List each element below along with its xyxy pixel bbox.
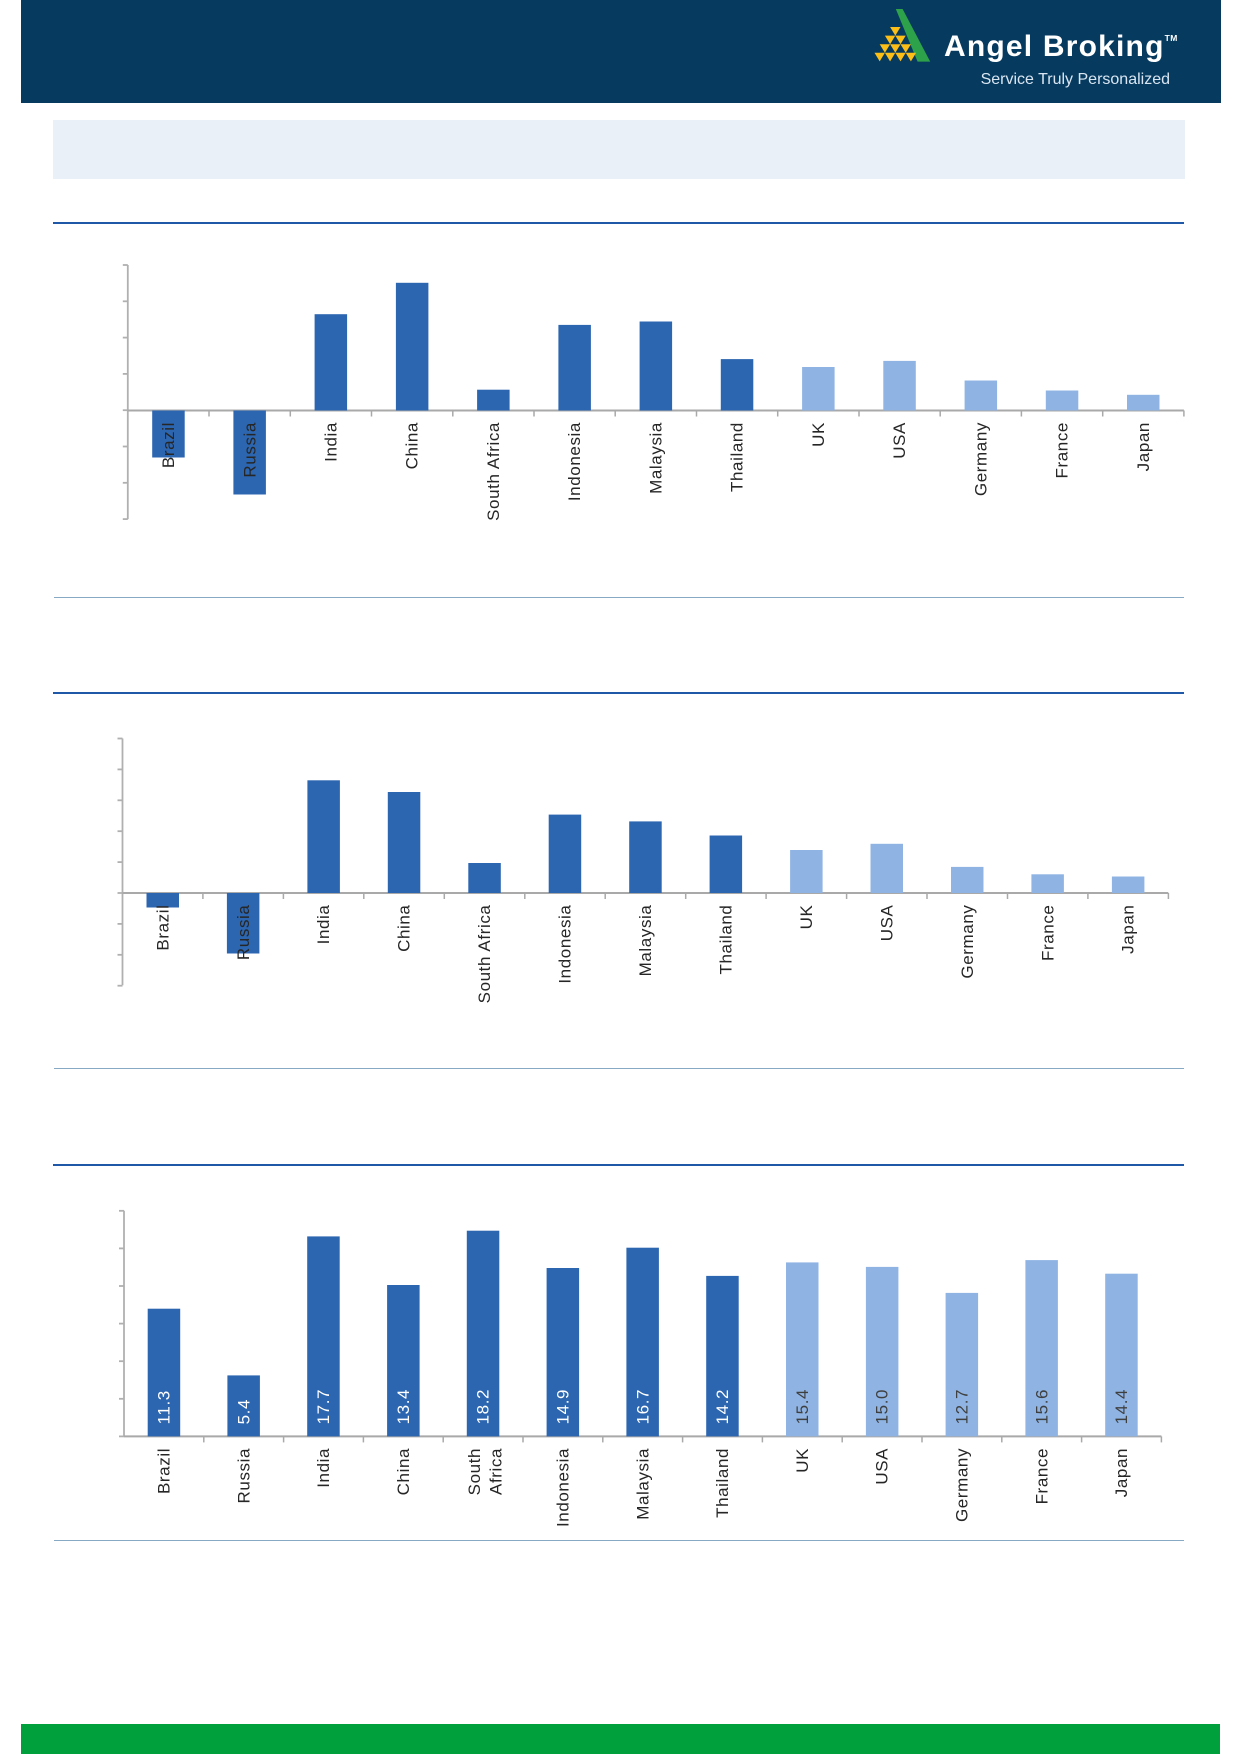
svg-text:UK: UK bbox=[793, 1448, 812, 1473]
svg-text:15.4: 15.4 bbox=[793, 1389, 812, 1425]
svg-text:Thailand: Thailand bbox=[717, 905, 736, 975]
svg-text:USA: USA bbox=[873, 1448, 892, 1485]
svg-text:France: France bbox=[1038, 905, 1057, 962]
svg-text:14.9: 14.9 bbox=[554, 1389, 573, 1425]
svg-text:Indonesia: Indonesia bbox=[565, 422, 584, 501]
svg-text:12.7: 12.7 bbox=[953, 1389, 972, 1425]
svg-text:Indonesia: Indonesia bbox=[554, 1448, 573, 1527]
svg-text:Germany: Germany bbox=[953, 1448, 972, 1522]
svg-text:USA: USA bbox=[877, 904, 896, 941]
svg-text:Thailand: Thailand bbox=[728, 422, 747, 492]
svg-text:UK: UK bbox=[797, 904, 816, 929]
svg-text:14.2: 14.2 bbox=[713, 1389, 732, 1425]
svg-text:France: France bbox=[1032, 1448, 1051, 1505]
svg-text:Russia: Russia bbox=[240, 422, 259, 478]
svg-text:18.2: 18.2 bbox=[474, 1389, 493, 1425]
svg-text:India: India bbox=[322, 422, 341, 462]
svg-text:South Africa: South Africa bbox=[475, 905, 494, 1004]
svg-text:14.4: 14.4 bbox=[1112, 1389, 1131, 1425]
svg-text:USA: USA bbox=[890, 422, 909, 459]
svg-text:France: France bbox=[1053, 422, 1072, 479]
svg-text:Japan: Japan bbox=[1112, 1448, 1131, 1497]
svg-text:13.4: 13.4 bbox=[394, 1389, 413, 1425]
svg-text:China: China bbox=[395, 905, 414, 952]
svg-text:Japan: Japan bbox=[1134, 422, 1153, 471]
svg-text:UK: UK bbox=[809, 422, 828, 447]
svg-text:India: India bbox=[314, 905, 333, 945]
svg-text:South Africa: South Africa bbox=[484, 422, 503, 521]
svg-text:Indonesia: Indonesia bbox=[556, 905, 575, 984]
svg-text:South: South bbox=[465, 1448, 484, 1495]
svg-text:Thailand: Thailand bbox=[713, 1448, 732, 1518]
svg-text:Germany: Germany bbox=[958, 904, 977, 978]
svg-text:Japan: Japan bbox=[1119, 905, 1138, 954]
svg-text:Russia: Russia bbox=[234, 905, 253, 961]
svg-text:Brazil: Brazil bbox=[159, 422, 178, 468]
svg-text:5.4: 5.4 bbox=[234, 1399, 253, 1424]
svg-text:17.7: 17.7 bbox=[314, 1389, 333, 1425]
svg-text:16.7: 16.7 bbox=[633, 1389, 652, 1425]
svg-text:Malaysia: Malaysia bbox=[647, 422, 666, 494]
svg-text:Brazil: Brazil bbox=[155, 1448, 174, 1494]
svg-text:11.3: 11.3 bbox=[155, 1390, 174, 1424]
svg-text:Africa: Africa bbox=[487, 1448, 506, 1495]
svg-text:Malaysia: Malaysia bbox=[636, 905, 655, 977]
svg-text:Malaysia: Malaysia bbox=[633, 1448, 652, 1520]
svg-text:China: China bbox=[403, 422, 422, 469]
svg-text:Germany: Germany bbox=[971, 422, 990, 496]
svg-text:15.6: 15.6 bbox=[1032, 1389, 1051, 1425]
svg-text:China: China bbox=[394, 1448, 413, 1495]
svg-text:India: India bbox=[314, 1448, 333, 1488]
svg-text:15.0: 15.0 bbox=[873, 1389, 892, 1425]
svg-text:Brazil: Brazil bbox=[153, 905, 172, 951]
svg-text:Russia: Russia bbox=[234, 1448, 253, 1504]
